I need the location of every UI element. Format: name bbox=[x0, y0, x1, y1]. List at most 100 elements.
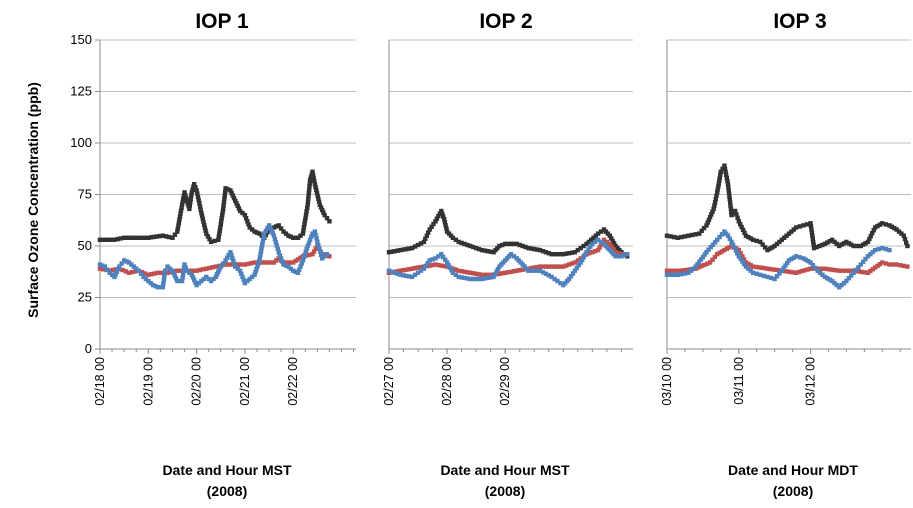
data-point bbox=[281, 229, 286, 234]
data-point bbox=[430, 262, 435, 268]
data-point bbox=[232, 261, 237, 266]
x-tick-label: 03/12 00 bbox=[804, 357, 818, 406]
data-point bbox=[819, 266, 824, 271]
data-point bbox=[693, 232, 698, 237]
data-point bbox=[254, 266, 259, 272]
data-point bbox=[287, 260, 293, 265]
data-point bbox=[170, 268, 175, 273]
data-point bbox=[165, 270, 170, 275]
data-point bbox=[404, 246, 409, 252]
data-point bbox=[194, 282, 199, 288]
data-point bbox=[199, 278, 204, 284]
data-point bbox=[871, 228, 876, 233]
data-point bbox=[189, 193, 194, 198]
data-point bbox=[863, 241, 868, 246]
data-point bbox=[834, 241, 839, 247]
data-point bbox=[301, 255, 306, 260]
data-point bbox=[456, 274, 461, 280]
data-point bbox=[189, 190, 194, 195]
data-point bbox=[212, 238, 217, 244]
data-point bbox=[421, 239, 427, 245]
data-point bbox=[273, 240, 278, 245]
data-point bbox=[580, 257, 585, 263]
data-point bbox=[256, 261, 261, 266]
data-point bbox=[664, 272, 670, 277]
data-point bbox=[172, 232, 178, 237]
data-point bbox=[735, 251, 740, 256]
data-point bbox=[181, 196, 186, 201]
data-point bbox=[715, 252, 720, 257]
data-point bbox=[722, 247, 727, 253]
data-point bbox=[611, 241, 617, 246]
data-point bbox=[427, 263, 432, 268]
x-tick-label: 02/20 00 bbox=[190, 357, 204, 406]
data-point bbox=[555, 252, 560, 257]
data-point bbox=[297, 267, 302, 272]
data-point bbox=[163, 234, 169, 239]
data-point bbox=[322, 254, 327, 259]
data-point bbox=[586, 247, 591, 252]
data-point bbox=[497, 243, 502, 249]
data-point bbox=[281, 262, 286, 267]
data-point bbox=[389, 249, 395, 254]
data-point bbox=[566, 251, 572, 256]
data-point bbox=[672, 234, 677, 240]
data-point bbox=[710, 257, 715, 262]
panel-title: IOP 3 bbox=[773, 10, 826, 33]
data-point bbox=[727, 194, 732, 199]
data-point bbox=[728, 206, 734, 212]
data-point bbox=[218, 225, 223, 230]
data-point bbox=[194, 268, 199, 273]
data-point bbox=[511, 269, 517, 274]
data-point bbox=[590, 241, 595, 247]
data-point bbox=[711, 206, 716, 212]
data-point bbox=[313, 232, 318, 238]
data-point bbox=[468, 243, 473, 249]
data-point bbox=[794, 225, 799, 230]
data-point bbox=[319, 252, 324, 258]
data-point bbox=[717, 250, 722, 256]
data-point bbox=[211, 276, 216, 282]
data-point bbox=[619, 254, 624, 259]
y-tick-label: 125 bbox=[70, 84, 92, 99]
data-point bbox=[154, 234, 160, 239]
data-point bbox=[439, 252, 444, 257]
data-point bbox=[136, 235, 141, 240]
data-point bbox=[804, 222, 810, 227]
data-point bbox=[825, 276, 830, 281]
data-point bbox=[229, 252, 234, 258]
data-point bbox=[278, 226, 284, 231]
data-point bbox=[315, 239, 320, 245]
data-point bbox=[572, 250, 578, 255]
data-point bbox=[459, 275, 464, 280]
data-point bbox=[883, 222, 889, 227]
data-point bbox=[165, 264, 170, 269]
data-point bbox=[314, 190, 320, 196]
data-point bbox=[762, 266, 767, 271]
data-point bbox=[503, 241, 508, 247]
data-point bbox=[183, 265, 188, 270]
data-point bbox=[760, 242, 765, 247]
data-point bbox=[126, 270, 132, 275]
data-point bbox=[904, 240, 909, 245]
data-point bbox=[265, 225, 270, 231]
data-point bbox=[210, 265, 215, 270]
data-point bbox=[491, 274, 496, 280]
data-point bbox=[288, 266, 293, 271]
data-point bbox=[236, 262, 241, 267]
data-point bbox=[748, 236, 753, 241]
data-point bbox=[722, 166, 728, 171]
data-point bbox=[754, 238, 759, 244]
data-point bbox=[107, 270, 112, 275]
data-point bbox=[684, 267, 690, 273]
data-point bbox=[305, 205, 310, 211]
data-point bbox=[427, 258, 432, 263]
data-point bbox=[266, 223, 272, 228]
data-point bbox=[216, 269, 221, 274]
data-point bbox=[782, 235, 787, 240]
data-point bbox=[827, 277, 832, 282]
data-point bbox=[699, 264, 704, 269]
data-point bbox=[252, 260, 257, 265]
data-point bbox=[708, 245, 713, 250]
